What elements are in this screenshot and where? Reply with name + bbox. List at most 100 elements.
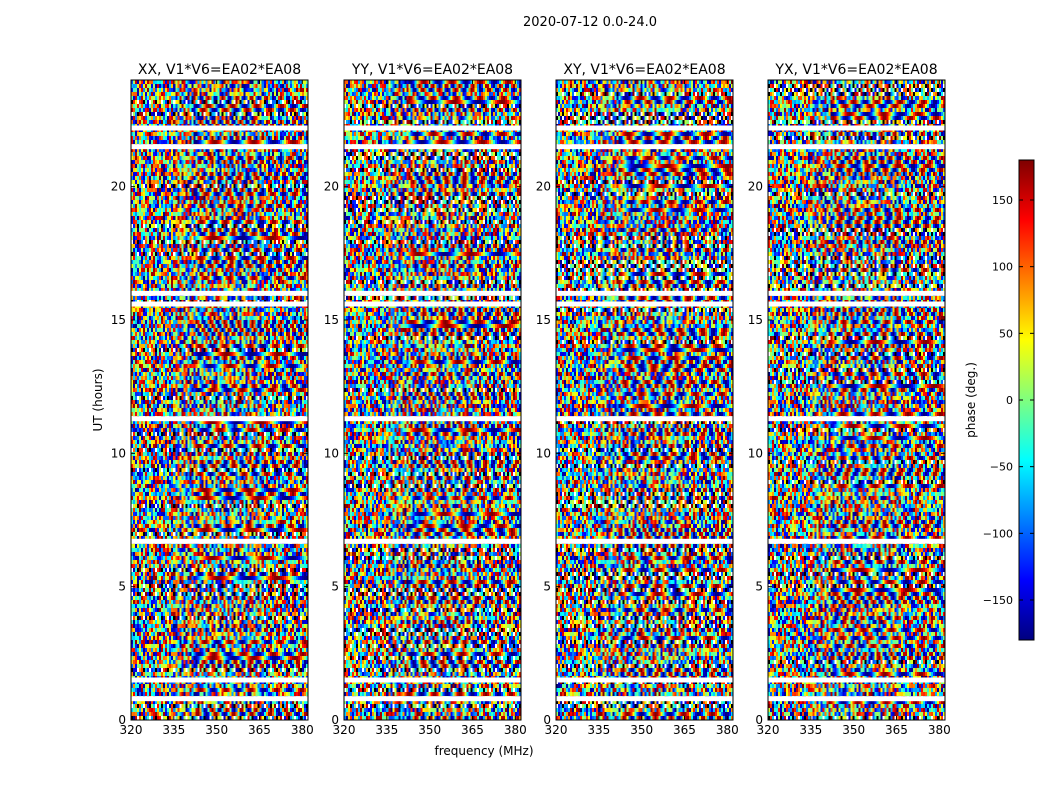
panel-frame (555, 79, 734, 721)
colorbar-tick-label: −150 (983, 594, 1013, 607)
flagged-gap (556, 677, 733, 683)
x-tick-label: 320 (545, 723, 568, 737)
flagged-gap (556, 301, 733, 307)
y-axis-label: UT (hours) (91, 368, 105, 431)
figure-suptitle: 2020-07-12 0.0-24.0 (523, 15, 657, 30)
y-tick-label: 5 (755, 580, 763, 594)
colorbar: −150 −100 −50 0 50 100 150 (983, 159, 1035, 641)
flagged-gap (131, 125, 308, 131)
flagged-gap (768, 301, 945, 307)
flagged-gap (768, 538, 945, 544)
x-tick-label: 320 (333, 723, 356, 737)
flagged-gap (768, 416, 945, 422)
colorbar-tick-label: 100 (992, 261, 1013, 274)
y-tick-label: 15 (748, 313, 763, 327)
y-tick-label: 0 (331, 713, 339, 727)
flagged-gap (344, 416, 521, 422)
x-tick-label: 350 (205, 723, 228, 737)
flagged-gap (131, 144, 308, 150)
flagged-gap (344, 677, 521, 683)
panel-frame (130, 79, 309, 721)
panel-yy: YY, V1*V6=EA02*EA08 320 335 350 365 380 0 5 10 15… (324, 62, 527, 737)
panel-title: XX, V1*V6=EA02*EA08 (138, 62, 301, 78)
flagged-gap (768, 290, 945, 296)
panel-title: XY, V1*V6=EA02*EA08 (563, 62, 725, 78)
x-tick-label: 320 (757, 723, 780, 737)
y-tick-label: 5 (543, 580, 551, 594)
y-tick-label: 5 (331, 580, 339, 594)
flagged-gap (556, 416, 733, 422)
y-tick-label: 20 (536, 180, 551, 194)
y-tick-label: 10 (536, 446, 551, 460)
x-tick-label: 380 (716, 723, 739, 737)
x-tick-label: 350 (418, 723, 441, 737)
x-tick-label: 365 (885, 723, 908, 737)
panels-group: XX, V1*V6=EA02*EA08 320 335 350 365 380 0 5 10 15… (111, 62, 951, 737)
x-tick-label: 365 (248, 723, 271, 737)
x-tick-label: 335 (587, 723, 610, 737)
flagged-gap (556, 696, 733, 702)
x-tick-label: 350 (630, 723, 653, 737)
flagged-gap (344, 290, 521, 296)
flagged-gap (131, 416, 308, 422)
x-tick-label: 380 (504, 723, 527, 737)
flagged-gap (344, 696, 521, 702)
colorbar-tick-label: −100 (983, 527, 1013, 540)
y-tick-label: 0 (755, 713, 763, 727)
flagged-gap (556, 125, 733, 131)
flagged-gap (344, 301, 521, 307)
flagged-gap (344, 125, 521, 131)
flagged-gap (556, 144, 733, 150)
flagged-gap (768, 677, 945, 683)
panel-xy: XY, V1*V6=EA02*EA08 320 335 350 365 380 0 5 10 15… (536, 62, 739, 737)
panel-yx: YX, V1*V6=EA02*EA08 320 335 350 365 380 0 5 10 15… (748, 62, 951, 737)
phase-heatmap-yy (344, 80, 521, 720)
x-tick-label: 335 (162, 723, 185, 737)
flagged-gap (131, 290, 308, 296)
y-tick-label: 5 (118, 580, 126, 594)
y-tick-label: 10 (324, 446, 339, 460)
panel-title: YY, V1*V6=EA02*EA08 (351, 62, 513, 78)
flagged-gap (131, 696, 308, 702)
y-tick-label: 20 (111, 180, 126, 194)
y-tick-label: 20 (324, 180, 339, 194)
phase-heatmap-xx (131, 80, 308, 720)
y-tick-label: 15 (536, 313, 551, 327)
flagged-gap (344, 144, 521, 150)
x-tick-label: 335 (375, 723, 398, 737)
phase-heatmap-xy (556, 80, 733, 720)
flagged-gap (768, 696, 945, 702)
panel-xx: XX, V1*V6=EA02*EA08 320 335 350 365 380 0 5 10 15… (111, 62, 314, 737)
flagged-gap (768, 125, 945, 131)
panel-title: YX, V1*V6=EA02*EA08 (774, 62, 937, 78)
x-axis-label: frequency (MHz) (434, 744, 533, 758)
panel-frame (767, 79, 946, 721)
colorbar-tick-label: −50 (990, 461, 1013, 474)
y-tick-label: 10 (111, 446, 126, 460)
flagged-gap (131, 301, 308, 307)
colorbar-label: phase (deg.) (964, 362, 978, 438)
flagged-gap (131, 677, 308, 683)
colorbar-tick-label: 50 (999, 327, 1013, 340)
flagged-gap (344, 538, 521, 544)
y-tick-label: 0 (118, 713, 126, 727)
flagged-gap (131, 538, 308, 544)
phase-heatmap-yx (768, 80, 945, 720)
x-tick-label: 365 (673, 723, 696, 737)
flagged-gap (556, 290, 733, 296)
panel-frame (343, 79, 522, 721)
x-tick-label: 350 (842, 723, 865, 737)
x-tick-label: 380 (928, 723, 951, 737)
x-tick-label: 365 (461, 723, 484, 737)
y-tick-label: 15 (111, 313, 126, 327)
flagged-gap (556, 538, 733, 544)
x-tick-label: 380 (291, 723, 314, 737)
y-tick-label: 20 (748, 180, 763, 194)
x-tick-label: 335 (799, 723, 822, 737)
y-tick-label: 10 (748, 446, 763, 460)
y-tick-label: 0 (543, 713, 551, 727)
x-tick-label: 320 (120, 723, 143, 737)
y-tick-label: 15 (324, 313, 339, 327)
flagged-gap (768, 144, 945, 150)
